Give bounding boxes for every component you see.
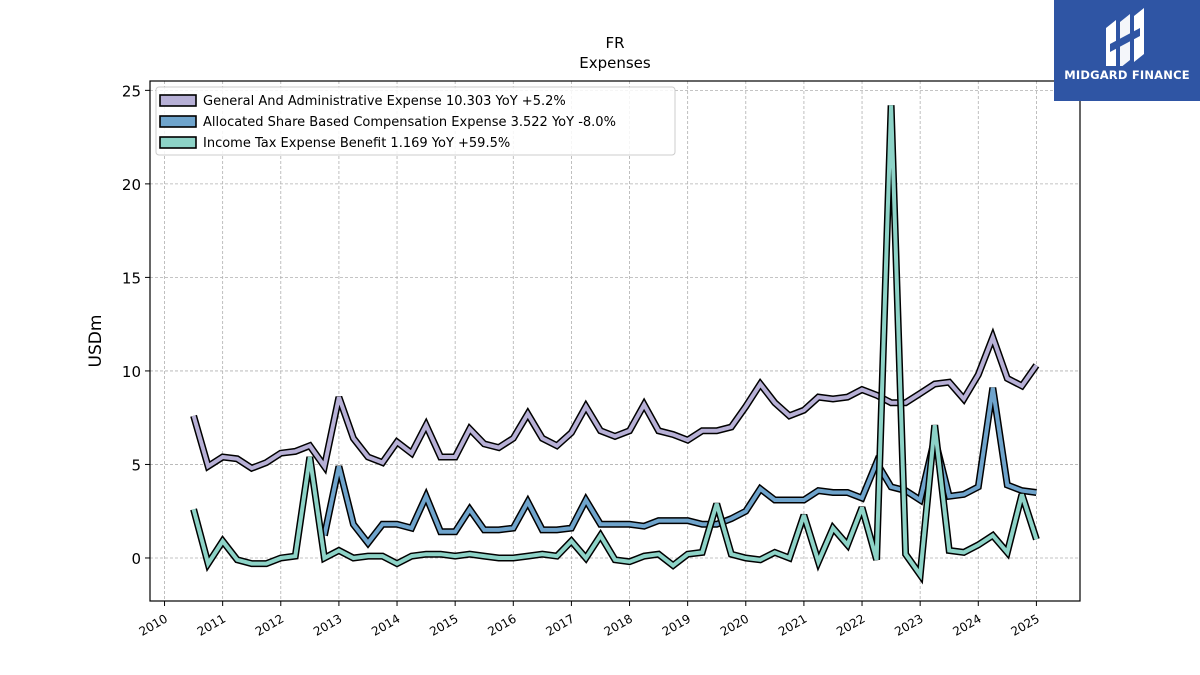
midgard-logo-icon	[1106, 8, 1144, 66]
legend-swatch	[159, 136, 197, 149]
y-tick-label: 10	[122, 363, 141, 381]
x-tick-label: 2021	[776, 611, 809, 638]
x-tick-label: 2011	[195, 611, 228, 638]
y-tick-label: 5	[131, 456, 141, 474]
x-tick-label: 2013	[311, 611, 344, 638]
x-tick-label: 2025	[1008, 611, 1041, 638]
plot-frame	[149, 80, 1081, 602]
x-tick-label: 2024	[950, 611, 983, 638]
x-tick-label: 2022	[834, 611, 867, 638]
x-tick-label: 2019	[660, 611, 693, 638]
brand-logo-text: MIDGARD FINANCE	[1064, 68, 1190, 82]
x-tick-label: 2017	[543, 611, 576, 638]
legend-label: Allocated Share Based Compensation Expen…	[203, 115, 616, 130]
x-tick-label: 2012	[253, 611, 286, 638]
legend-swatch	[159, 94, 197, 107]
x-tick-label: 2023	[892, 611, 925, 638]
legend-label: Income Tax Expense Benefit 1.169 YoY +59…	[203, 136, 510, 151]
y-tick-label: 20	[122, 176, 141, 194]
series-line-outline	[190, 327, 1040, 475]
y-tick-label: 25	[122, 82, 141, 100]
legend-label: General And Administrative Expense 10.30…	[203, 94, 566, 109]
series-line-outline	[190, 105, 1040, 585]
x-tick-label: 2016	[485, 611, 518, 638]
x-tick-label: 2010	[137, 611, 170, 638]
x-tick-label: 2014	[369, 611, 402, 638]
legend-box	[155, 86, 676, 156]
chart-subtitle: Expenses	[579, 54, 651, 72]
chart-title: FR	[605, 34, 624, 52]
series-layer	[190, 105, 1040, 585]
series-line	[191, 331, 1039, 472]
brand-logo: MIDGARD FINANCE	[1054, 0, 1200, 101]
y-tick-label: 15	[122, 269, 141, 287]
x-tick-label: 2020	[718, 611, 751, 638]
x-tick-label: 2015	[427, 611, 460, 638]
series-line	[191, 105, 1039, 581]
legend-swatch	[159, 115, 197, 128]
series-line	[322, 387, 1037, 547]
x-tick-label: 2018	[602, 611, 635, 638]
y-axis-label: USDm	[86, 315, 106, 368]
y-tick-label: 0	[131, 550, 141, 568]
legend: General And Administrative Expense 10.30…	[155, 86, 676, 156]
